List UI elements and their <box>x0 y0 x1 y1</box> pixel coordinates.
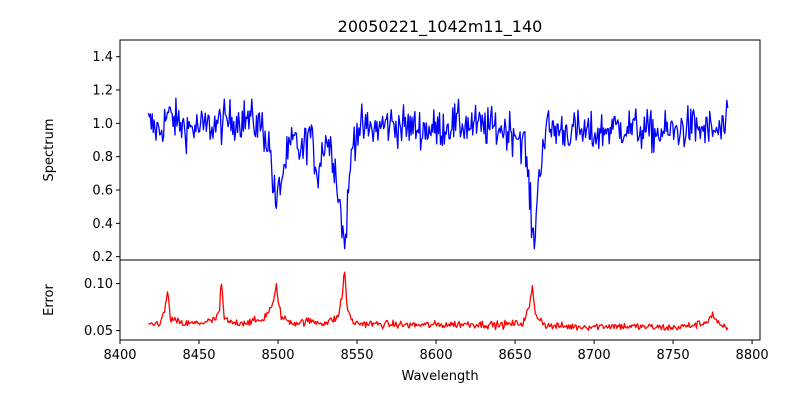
x-tick-label: 8500 <box>261 348 294 363</box>
x-tick-label: 8400 <box>103 348 136 363</box>
spectrum-y-axis-label: Spectrum <box>42 119 57 182</box>
spectrum-panel: 0.2 0.4 0.6 0.8 1.0 1.2 1.4 Spectrum <box>42 39 761 265</box>
x-tick-label: 8700 <box>578 348 611 363</box>
error-y-tick-label: 0.10 <box>84 277 113 292</box>
x-axis-label: Wavelength <box>401 369 478 384</box>
error-panel: 0.05 0.10 Error <box>42 259 761 341</box>
x-tick-label: 8550 <box>340 348 373 363</box>
spectrum-y-tick-label: 1.4 <box>92 50 113 65</box>
spectrum-y-ticks: 0.2 0.4 0.6 0.8 1.0 1.2 1.4 <box>92 50 120 265</box>
x-tick-label: 8600 <box>420 348 453 363</box>
x-tick-label: 8650 <box>499 348 532 363</box>
chart-title: 20050221_1042m11_140 <box>338 17 543 37</box>
spectrum-y-tick-label: 0.6 <box>92 184 113 199</box>
x-tick-label: 8800 <box>736 348 769 363</box>
spectrum-y-tick-label: 0.8 <box>92 150 113 165</box>
error-plot-frame <box>119 259 761 341</box>
spectrum-y-tick-label: 1.2 <box>92 84 113 99</box>
error-y-tick-label: 0.05 <box>84 324 113 339</box>
spectrum-y-tick-label: 1.0 <box>92 117 113 132</box>
spectrum-y-tick-label: 0.2 <box>92 250 113 265</box>
x-tick-label: 8750 <box>657 348 690 363</box>
error-y-ticks: 0.05 0.10 <box>84 277 120 339</box>
spectrum-line <box>147 97 729 250</box>
error-line <box>148 271 729 331</box>
x-tick-label: 8450 <box>182 348 215 363</box>
spectrum-y-tick-label: 0.4 <box>92 217 113 232</box>
wavelength-x-ticks: 8400 8450 8500 8550 8600 8650 8700 8750 8800 <box>103 340 769 363</box>
error-y-axis-label: Error <box>42 284 57 316</box>
